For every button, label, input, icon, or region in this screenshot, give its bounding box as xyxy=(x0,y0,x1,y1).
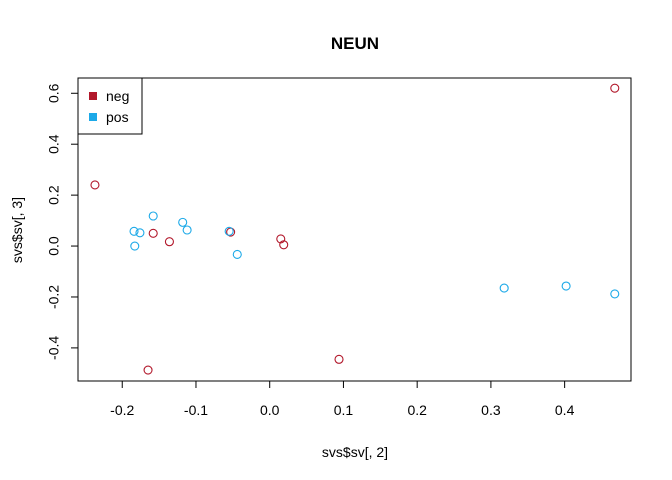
data-point-neg xyxy=(610,83,620,93)
plot-frame xyxy=(77,77,632,382)
data-point-pos xyxy=(129,226,139,236)
x-tick-label: 0.1 xyxy=(334,402,354,418)
chart-title: NEUN xyxy=(331,34,379,53)
legend-swatch-pos xyxy=(89,113,97,121)
y-axis-label: svs$sv[, 3] xyxy=(9,197,25,263)
legend-label-pos: pos xyxy=(106,109,129,125)
data-point-pos xyxy=(561,281,571,291)
x-tick-label: 0.4 xyxy=(555,402,575,418)
legend-label-neg: neg xyxy=(106,88,129,104)
y-tick-label: -0.2 xyxy=(46,285,62,309)
data-point-pos xyxy=(130,241,140,251)
x-tick-label: 0.2 xyxy=(407,402,427,418)
y-tick-label: 0.4 xyxy=(46,134,62,154)
y-tick-label: -0.4 xyxy=(46,336,62,360)
legend-swatch-neg xyxy=(89,92,97,100)
x-tick-label: -0.2 xyxy=(110,402,134,418)
x-tick-label: 0.3 xyxy=(481,402,501,418)
x-axis: -0.2 -0.1 0.0 0.1 0.2 0.3 0.4 xyxy=(110,380,575,418)
data-point-pos xyxy=(182,225,192,235)
legend: neg pos xyxy=(77,77,143,135)
data-point-neg xyxy=(148,228,158,238)
data-point-neg xyxy=(164,237,174,247)
data-point-neg xyxy=(143,365,153,375)
legend-box xyxy=(77,77,143,135)
data-point-pos xyxy=(148,211,158,221)
y-axis: -0.4 -0.2 0.0 0.2 0.4 0.6 xyxy=(46,83,79,360)
y-tick-label: 0.2 xyxy=(46,185,62,205)
x-tick-label: -0.1 xyxy=(184,402,208,418)
data-points xyxy=(90,83,620,375)
data-point-pos xyxy=(499,283,509,293)
data-point-pos xyxy=(232,249,242,260)
data-point-neg xyxy=(226,227,236,237)
data-point-pos xyxy=(178,217,188,227)
data-point-neg xyxy=(90,180,100,190)
x-axis-label: svs$sv[, 2] xyxy=(322,444,388,460)
data-point-neg xyxy=(279,240,289,250)
data-point-neg xyxy=(276,234,286,244)
data-point-pos xyxy=(610,289,620,299)
y-tick-label: 0.0 xyxy=(46,236,62,256)
data-point-neg xyxy=(334,354,344,364)
x-tick-label: 0.0 xyxy=(260,402,280,418)
y-tick-label: 0.6 xyxy=(46,83,62,103)
data-point-pos xyxy=(224,226,234,236)
data-point-pos xyxy=(135,228,145,238)
